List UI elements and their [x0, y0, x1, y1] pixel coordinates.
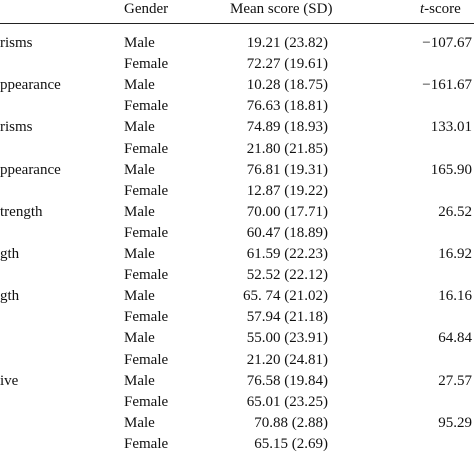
- row-label: gth: [0, 288, 20, 305]
- table-row: Female 65.01 (23.25): [0, 393, 474, 414]
- row-gender: Female: [124, 224, 169, 241]
- row-t-score: 165.90: [430, 161, 472, 178]
- row-label: risms: [0, 119, 33, 136]
- table-row: Female 65.15 (2.69): [0, 435, 474, 456]
- table-row: ppearance Male 76.81 (19.31) 165.90: [0, 161, 474, 182]
- table-row: gth Male 65. 74 (21.02) 16.16: [0, 287, 474, 308]
- table-row: risms Male 74.89 (18.93) 133.01: [0, 118, 474, 139]
- row-mean-score: 76.81 (19.31): [246, 161, 328, 178]
- header-rule: [0, 23, 474, 24]
- row-mean-score: 70.88 (2.88): [254, 414, 328, 431]
- row-label: ppearance: [0, 161, 61, 178]
- row-gender: Male: [124, 203, 155, 220]
- row-mean-score: 76.63 (18.81): [246, 98, 328, 115]
- row-mean-score: 57.94 (21.18): [246, 309, 328, 326]
- header-t-letter: t: [420, 1, 425, 17]
- row-gender: Female: [124, 56, 169, 73]
- row-mean-score: 21.20 (24.81): [246, 351, 328, 368]
- row-label: gth: [0, 246, 20, 262]
- row-mean-score: 65.15 (2.69): [254, 435, 328, 452]
- header-t-suffix: -score: [424, 1, 461, 17]
- row-t-score: −161.67: [422, 77, 472, 94]
- table-row: Female 57.94 (21.18): [0, 308, 474, 329]
- row-gender: Male: [124, 372, 155, 389]
- row-mean-score: 12.87 (19.22): [246, 182, 328, 199]
- row-gender: Male: [124, 288, 155, 305]
- row-mean-score: 72.27 (19.61): [246, 56, 328, 73]
- row-mean-score: 65. 74 (21.02): [243, 288, 328, 305]
- row-t-score: 64.84: [438, 330, 472, 347]
- table-row: Female 52.52 (22.12): [0, 266, 474, 287]
- row-t-score: −107.67: [422, 35, 472, 51]
- row-gender: Female: [124, 435, 169, 452]
- table-row: Female 72.27 (19.61): [0, 55, 474, 76]
- row-mean-score: 74.89 (18.93): [246, 119, 328, 136]
- row-gender: Female: [124, 182, 169, 199]
- row-mean-score: 55.00 (23.91): [246, 330, 328, 347]
- row-gender: Female: [124, 267, 169, 284]
- row-gender: Male: [124, 35, 155, 51]
- table-row: trength Male 70.00 (17.71) 26.52: [0, 203, 474, 224]
- row-gender: Female: [124, 309, 169, 326]
- table-row: Female 21.20 (24.81): [0, 351, 474, 372]
- row-mean-score: 61.59 (22.23): [246, 246, 328, 262]
- row-mean-score: 52.52 (22.12): [246, 267, 328, 284]
- row-label: trength: [0, 203, 43, 220]
- row-mean-score: 76.58 (19.84): [246, 372, 328, 389]
- row-mean-score: 19.21 (23.82): [246, 35, 328, 51]
- row-gender: Male: [124, 414, 155, 431]
- table-row: Male 70.88 (2.88) 95.29: [0, 414, 474, 435]
- table-row: risms Male 19.21 (23.82) −107.67: [0, 34, 474, 55]
- row-gender: Male: [124, 161, 155, 178]
- row-t-score: 27.57: [438, 372, 472, 389]
- table-row: Male 55.00 (23.91) 64.84: [0, 329, 474, 350]
- row-mean-score: 60.47 (18.89): [246, 224, 328, 241]
- row-gender: Male: [124, 330, 155, 347]
- row-t-score: 16.16: [438, 288, 472, 305]
- row-gender: Male: [124, 246, 155, 262]
- row-gender: Female: [124, 351, 169, 368]
- table-row: Female 76.63 (18.81): [0, 97, 474, 118]
- row-gender: Female: [124, 98, 169, 115]
- table-row: ive Male 76.58 (19.84) 27.57: [0, 372, 474, 393]
- row-t-score: 26.52: [438, 203, 472, 220]
- header-t-score: t-score: [420, 0, 461, 18]
- table-row: Female 21.80 (21.85): [0, 140, 474, 161]
- table-row: ppearance Male 10.28 (18.75) −161.67: [0, 76, 474, 97]
- header-gender: Gender: [124, 1, 169, 17]
- row-t-score: 16.92: [438, 246, 472, 262]
- row-mean-score: 70.00 (17.71): [246, 203, 328, 220]
- table-row: Female 12.87 (19.22): [0, 182, 474, 203]
- row-t-score: 95.29: [438, 414, 472, 431]
- row-gender: Female: [124, 393, 169, 410]
- row-mean-score: 21.80 (21.85): [246, 140, 328, 157]
- row-gender: Male: [124, 77, 155, 94]
- row-mean-score: 10.28 (18.75): [246, 77, 328, 94]
- row-mean-score: 65.01 (23.25): [246, 393, 328, 410]
- row-label: ppearance: [0, 77, 61, 94]
- row-label: ive: [0, 372, 19, 389]
- table-row: Female 60.47 (18.89): [0, 224, 474, 245]
- row-t-score: 133.01: [430, 119, 472, 136]
- row-gender: Female: [124, 140, 169, 157]
- table-row: gth Male 61.59 (22.23) 16.92: [0, 245, 474, 266]
- row-label: risms: [0, 35, 33, 51]
- header-mean-score: Mean score (SD): [230, 1, 333, 17]
- row-gender: Male: [124, 119, 155, 136]
